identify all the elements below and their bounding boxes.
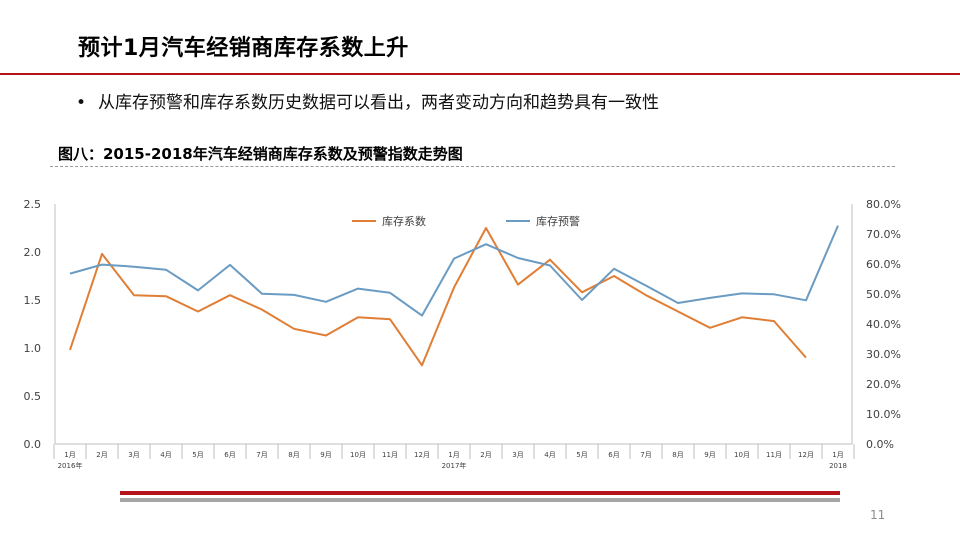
y-right-tick-label: 10.0% bbox=[866, 408, 901, 421]
x-tick-label: 12月 bbox=[414, 451, 430, 459]
x-year-label: 2017年 bbox=[442, 461, 467, 470]
bullet-dot-icon: • bbox=[76, 93, 87, 113]
chart-title: 图八：2015-2018年汽车经销商库存系数及预警指数走势图 bbox=[58, 145, 463, 163]
bullet-point: • 从库存预警和库存系数历史数据可以看出，两者变动方向和趋势具有一致性 bbox=[76, 88, 659, 113]
slide-title: 预计1月汽车经销商库存系数上升 bbox=[78, 36, 409, 61]
y-right-tick-label: 30.0% bbox=[866, 348, 901, 361]
x-tick-label: 2月 bbox=[480, 451, 491, 459]
x-tick-label: 2月 bbox=[96, 451, 107, 459]
y-right-tick-label: 20.0% bbox=[866, 378, 901, 391]
x-tick-label: 1月 bbox=[832, 451, 843, 459]
x-tick-label: 11月 bbox=[382, 451, 398, 459]
x-year-label: 2016年 bbox=[58, 461, 83, 470]
y-right-tick-label: 50.0% bbox=[866, 288, 901, 301]
x-tick-label: 10月 bbox=[734, 451, 750, 459]
x-tick-label: 1月 bbox=[64, 451, 75, 459]
legend-label-2: 库存预警 bbox=[536, 214, 580, 228]
x-tick-label: 3月 bbox=[512, 451, 523, 459]
y-right-tick-label: 80.0% bbox=[866, 198, 901, 211]
x-tick-label: 9月 bbox=[320, 451, 331, 459]
y-right-tick-label: 0.0% bbox=[866, 438, 894, 451]
x-tick-label: 4月 bbox=[544, 451, 555, 459]
x-tick-label: 3月 bbox=[128, 451, 139, 459]
x-tick-label: 6月 bbox=[608, 451, 619, 459]
x-tick-label: 10月 bbox=[350, 451, 366, 459]
footer-gray-bar bbox=[120, 498, 840, 502]
x-tick-label: 8月 bbox=[672, 451, 683, 459]
x-tick-label: 1月 bbox=[448, 451, 459, 459]
x-tick-label: 9月 bbox=[704, 451, 715, 459]
series-line-2 bbox=[69, 225, 839, 317]
y-left-tick-label: 1.5 bbox=[24, 294, 42, 307]
page-number: 11 bbox=[870, 508, 886, 522]
x-tick-label: 11月 bbox=[766, 451, 782, 459]
x-tick-label: 7月 bbox=[640, 451, 651, 459]
x-tick-label: 4月 bbox=[160, 451, 171, 459]
y-right-tick-label: 40.0% bbox=[866, 318, 901, 331]
y-right-tick-label: 70.0% bbox=[866, 228, 901, 241]
chart-title-divider bbox=[50, 166, 895, 167]
bullet-text: 从库存预警和库存系数历史数据可以看出，两者变动方向和趋势具有一致性 bbox=[98, 93, 659, 113]
x-tick-label: 5月 bbox=[192, 451, 203, 459]
y-left-tick-label: 2.0 bbox=[24, 246, 42, 259]
x-tick-label: 5月 bbox=[576, 451, 587, 459]
footer-red-bar bbox=[120, 491, 840, 495]
y-left-tick-label: 2.5 bbox=[24, 198, 42, 211]
x-tick-label: 12月 bbox=[798, 451, 814, 459]
x-tick-label: 7月 bbox=[256, 451, 267, 459]
y-left-tick-label: 0.0 bbox=[24, 438, 42, 451]
title-underline bbox=[0, 73, 960, 75]
series-line-1 bbox=[69, 227, 807, 367]
x-tick-label: 8月 bbox=[288, 451, 299, 459]
y-right-tick-label: 60.0% bbox=[866, 258, 901, 271]
x-year-label: 2018 bbox=[829, 462, 847, 470]
y-left-tick-label: 0.5 bbox=[24, 390, 42, 403]
x-tick-label: 6月 bbox=[224, 451, 235, 459]
y-left-tick-label: 1.0 bbox=[24, 342, 42, 355]
legend-label-1: 库存系数 bbox=[382, 214, 426, 228]
